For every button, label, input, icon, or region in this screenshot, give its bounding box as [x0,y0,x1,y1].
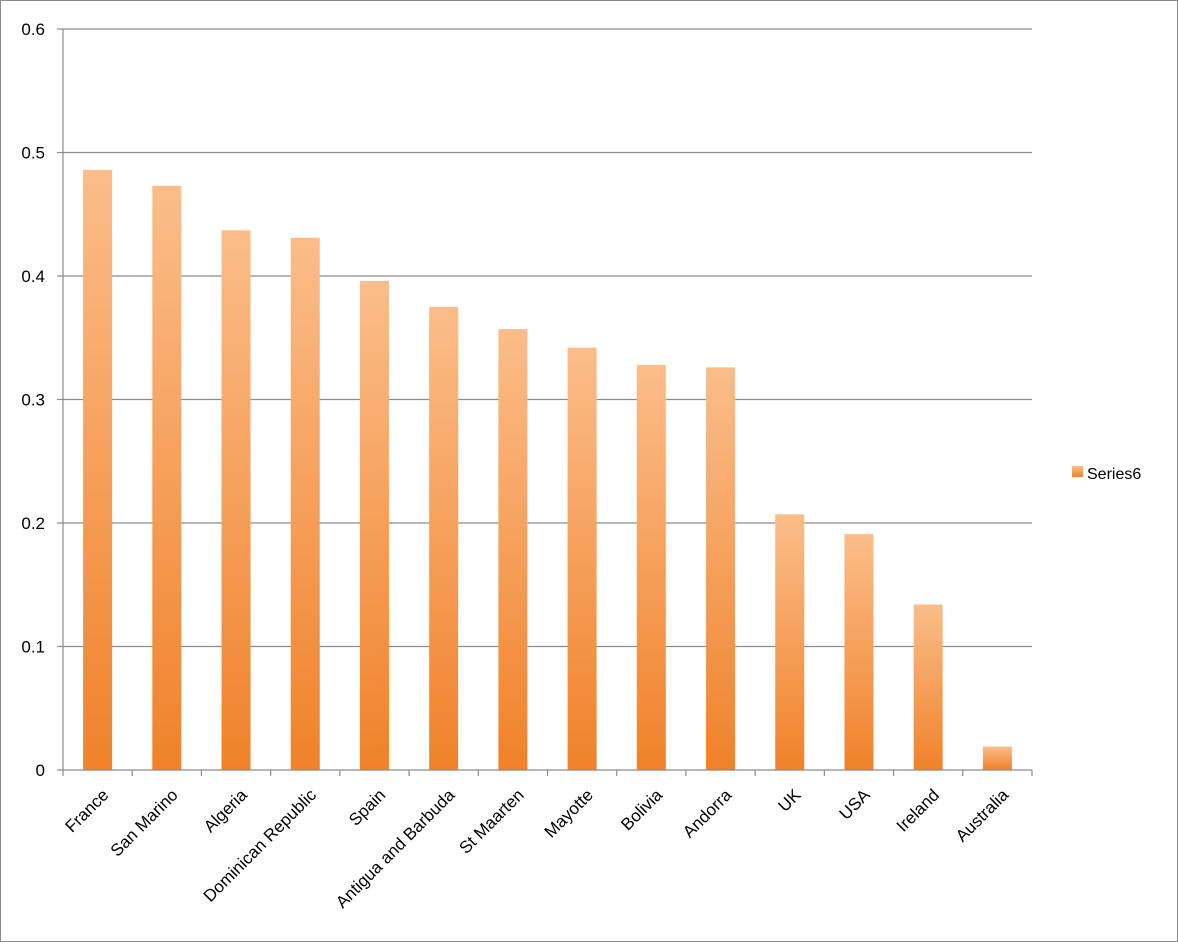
x-tick-label: Algeria [200,785,251,836]
bar [567,347,597,770]
x-tick-label: San Marino [107,785,182,860]
axes [57,28,1033,776]
bar [706,367,736,770]
legend-swatch [1072,466,1083,477]
bar [152,185,182,771]
bar [913,604,943,770]
bars [83,169,1012,771]
legend: Series6 [1072,466,1141,483]
bar [498,329,528,770]
bar [359,280,389,770]
bar [844,534,874,770]
x-tick-label: Mayotte [541,785,597,841]
x-tick-label: France [62,785,113,836]
x-tick-label: Spain [345,785,389,829]
bar [290,237,320,771]
x-tick-label: Dominican Republic [200,785,321,906]
x-tick-label: USA [836,785,875,824]
x-tick-label: Andorra [679,785,736,842]
bar [636,364,666,770]
y-tick-label: 0 [36,761,45,780]
y-tick-label: 0.4 [21,267,45,286]
y-tick-labels: 0 0.1 0.2 0.3 0.4 0.5 0.6 [21,20,45,780]
x-tick-label: Antigua and Barbuda [332,785,459,912]
bar [83,169,113,771]
y-tick-label: 0.3 [21,391,45,410]
y-tick-label: 0.6 [21,20,45,39]
bar [429,306,459,770]
legend-label: Series6 [1087,466,1141,483]
bar [982,746,1012,770]
gridlines [63,28,1032,648]
y-tick-label: 0.1 [21,638,45,657]
y-tick-label: 0.2 [21,514,45,533]
bar [221,230,251,770]
x-tick-label: UK [774,785,805,816]
x-tick-label: Ireland [893,785,943,835]
x-tick-label: St Maarten [455,785,527,857]
x-tick-label: Bolivia [617,785,666,834]
y-tick-label: 0.5 [21,144,45,163]
bar [775,514,805,770]
x-tick-label: Australia [952,785,1013,846]
